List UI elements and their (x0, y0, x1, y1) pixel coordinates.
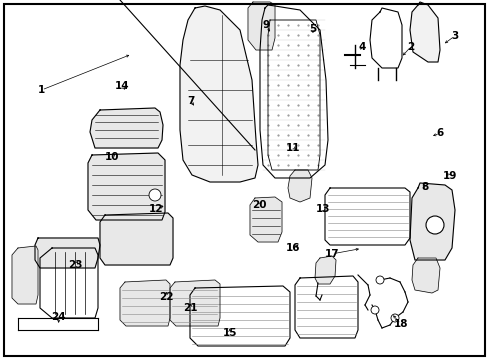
Polygon shape (120, 280, 170, 326)
Polygon shape (170, 280, 220, 326)
Text: 8: 8 (421, 182, 428, 192)
Text: 13: 13 (315, 204, 329, 214)
Polygon shape (287, 170, 311, 202)
Circle shape (370, 306, 378, 314)
Text: 19: 19 (442, 171, 456, 181)
Circle shape (149, 189, 161, 201)
Text: 9: 9 (263, 20, 269, 30)
Polygon shape (190, 286, 289, 346)
Circle shape (390, 314, 398, 322)
Polygon shape (12, 246, 38, 304)
Polygon shape (409, 183, 454, 260)
Polygon shape (314, 256, 335, 284)
Polygon shape (260, 5, 327, 178)
Text: 10: 10 (105, 152, 120, 162)
Text: 16: 16 (285, 243, 300, 253)
Text: 3: 3 (450, 31, 457, 41)
Text: 5: 5 (309, 24, 316, 34)
Polygon shape (409, 2, 439, 62)
Polygon shape (249, 197, 282, 242)
Circle shape (375, 276, 383, 284)
Text: 11: 11 (285, 143, 300, 153)
Polygon shape (35, 238, 100, 268)
Text: 14: 14 (115, 81, 129, 91)
Polygon shape (411, 258, 439, 293)
Polygon shape (247, 2, 274, 50)
Text: 7: 7 (186, 96, 194, 106)
Text: 23: 23 (68, 260, 83, 270)
Text: 22: 22 (159, 292, 173, 302)
Text: 6: 6 (436, 128, 443, 138)
Text: 18: 18 (393, 319, 407, 329)
Text: 2: 2 (407, 42, 413, 52)
Polygon shape (294, 276, 357, 338)
Text: 15: 15 (222, 328, 237, 338)
Polygon shape (88, 153, 164, 220)
Text: 4: 4 (357, 42, 365, 52)
Text: 21: 21 (183, 303, 198, 313)
Text: 1: 1 (38, 85, 45, 95)
Polygon shape (369, 8, 401, 68)
Polygon shape (180, 6, 258, 182)
Polygon shape (40, 248, 98, 318)
Text: 17: 17 (325, 249, 339, 259)
Text: 12: 12 (149, 204, 163, 214)
Circle shape (425, 216, 443, 234)
Text: 24: 24 (51, 312, 66, 322)
Polygon shape (325, 188, 409, 245)
Text: 20: 20 (251, 200, 266, 210)
Polygon shape (100, 213, 173, 265)
Polygon shape (90, 108, 163, 148)
